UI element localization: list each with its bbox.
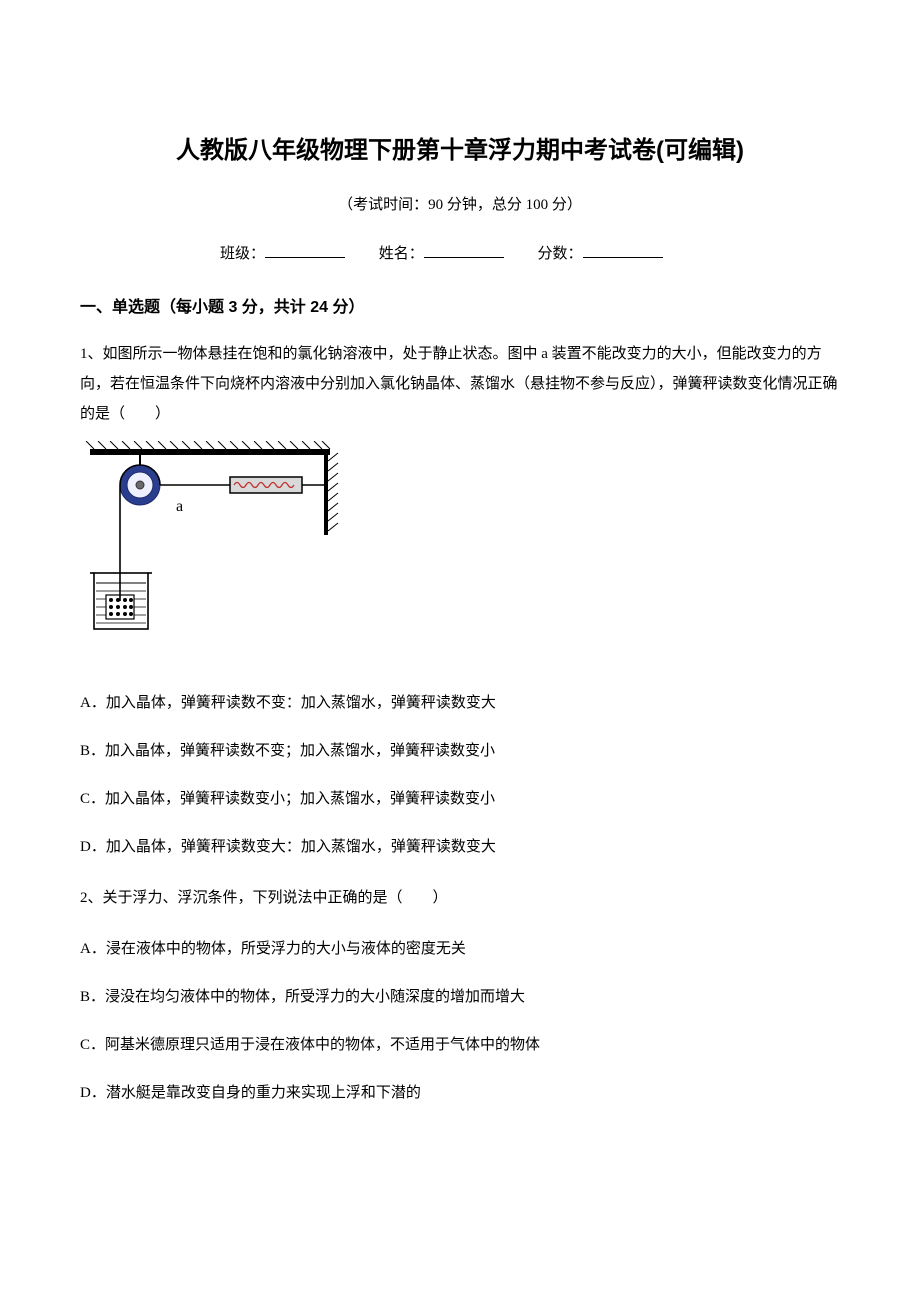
score-label: 分数：: [538, 246, 583, 262]
q1-option-a: A．加入晶体，弹簧秤读数不变：加入蒸馏水，弹簧秤读数变大: [80, 691, 840, 715]
q2-option-c: C．阿基米德原理只适用于浸在液体中的物体，不适用于气体中的物体: [80, 1033, 840, 1057]
name-label: 姓名：: [379, 246, 424, 262]
q1-stem: 1、如图所示一物体悬挂在饱和的氯化钠溶液中，处于静止状态。图中 a 装置不能改变…: [80, 339, 840, 429]
q2-option-b: B．浸没在均匀液体中的物体，所受浮力的大小随深度的增加而增大: [80, 985, 840, 1009]
q1-option-c: C．加入晶体，弹簧秤读数变小；加入蒸馏水，弹簧秤读数变小: [80, 787, 840, 811]
pulley-diagram: a: [80, 441, 340, 651]
score-blank[interactable]: [583, 244, 663, 258]
page-title: 人教版八年级物理下册第十章浮力期中考试卷(可编辑): [80, 130, 840, 165]
exam-subtitle: （考试时间：90 分钟，总分 100 分）: [80, 193, 840, 214]
q1-option-b: B．加入晶体，弹簧秤读数不变；加入蒸馏水，弹簧秤读数变小: [80, 739, 840, 763]
name-blank[interactable]: [424, 244, 504, 258]
q2-option-a: A．浸在液体中的物体，所受浮力的大小与液体的密度无关: [80, 937, 840, 961]
class-label: 班级：: [220, 246, 265, 262]
student-info-line: 班级： 姓名： 分数：: [80, 242, 840, 263]
q1-option-d: D．加入晶体，弹簧秤读数变大：加入蒸馏水，弹簧秤读数变大: [80, 835, 840, 859]
pulley-label: a: [176, 498, 183, 515]
class-blank[interactable]: [265, 244, 345, 258]
q2-stem: 2、关于浮力、浮沉条件，下列说法中正确的是（ ）: [80, 883, 840, 913]
section-1-header: 一、单选题（每小题 3 分，共计 24 分）: [80, 293, 840, 317]
q2-option-d: D．潜水艇是靠改变自身的重力来实现上浮和下潜的: [80, 1081, 840, 1105]
q1-figure: a: [80, 441, 840, 651]
